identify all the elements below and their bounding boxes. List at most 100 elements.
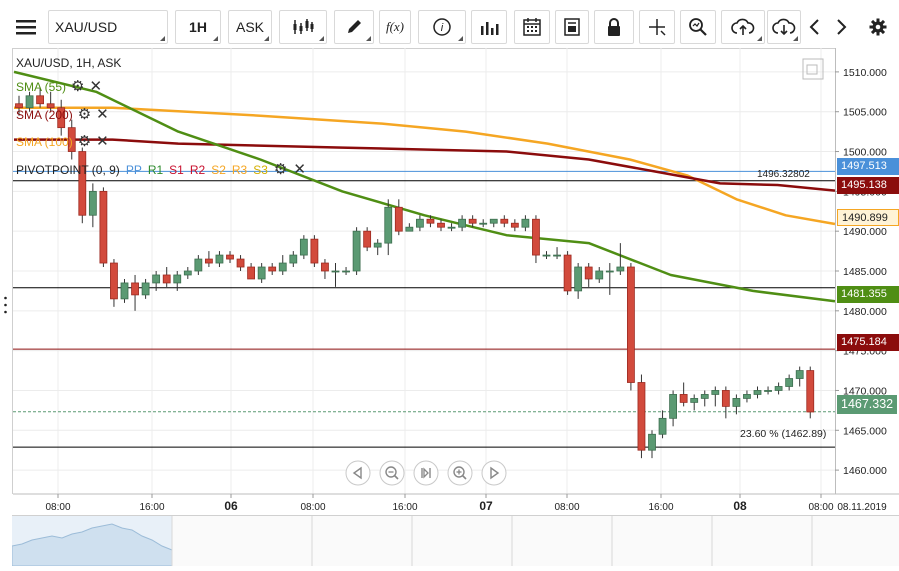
candle-body (553, 254, 561, 257)
crosshair-icon (649, 19, 666, 36)
symbol-label: XAU/USD (55, 19, 118, 35)
candle-body (500, 218, 509, 224)
x-tick-label: 08:00 (45, 502, 70, 513)
info-button[interactable]: i (418, 10, 466, 44)
scroll-left-button[interactable] (803, 10, 825, 44)
navigator-mini-chart (11, 516, 813, 567)
pan-left-icon[interactable] (345, 460, 371, 486)
candle-body (99, 190, 108, 264)
svg-text:i: i (441, 22, 444, 34)
hamburger-menu-icon[interactable] (10, 10, 42, 44)
candle-body (648, 433, 656, 451)
candle-body (510, 222, 519, 228)
pivot-pp-label: PP (125, 163, 142, 177)
gear-icon (869, 18, 887, 36)
pivot-value-annotation: 1496.32802 (757, 169, 810, 180)
candle-body (226, 254, 234, 260)
function-button[interactable]: f(x) (379, 10, 411, 44)
pivot-r3-label: R3 (231, 163, 248, 177)
gear-icon[interactable]: ⚙ (71, 78, 85, 95)
close-icon[interactable]: ✕ (89, 78, 103, 95)
legend-sma55[interactable]: SMA (55) ⚙ ✕ (16, 78, 103, 95)
candle-body (690, 398, 699, 403)
candle-body (447, 226, 456, 229)
candle-body (141, 282, 150, 296)
panel-resize-handle[interactable] (3, 294, 8, 318)
candle-body (384, 206, 393, 244)
candle-body (574, 266, 583, 292)
pan-right-icon[interactable] (481, 460, 507, 486)
zoom-out-icon[interactable] (379, 460, 405, 486)
zoom-button[interactable] (680, 10, 716, 44)
legend-pivotpoint[interactable]: PIVOTPOINT (0, 9) PP R1 S1 R2 S2 R3 S3 ⚙… (16, 161, 306, 178)
candle-body (721, 390, 730, 407)
pencil-icon (348, 20, 361, 33)
reset-view-icon[interactable] (413, 460, 439, 486)
candle-body (278, 262, 287, 272)
x-tick-label: 08:00 (554, 502, 579, 513)
price-type-label: ASK (235, 19, 264, 35)
close-icon[interactable]: ✕ (96, 133, 109, 150)
indicators-button[interactable] (471, 10, 507, 44)
y-tick-label: 1480.000 (843, 306, 887, 318)
draw-tool-button[interactable] (334, 10, 374, 44)
series-label: XAU/USD, 1H, ASK (16, 56, 122, 70)
candle-body (732, 398, 741, 407)
legend-sma200[interactable]: SMA (200) ⚙ ✕ (16, 106, 109, 123)
candle-body (373, 242, 382, 248)
legend-series[interactable]: XAU/USD, 1H, ASK (16, 56, 121, 70)
x-tick-label: 16:00 (648, 502, 673, 513)
crosshair-button[interactable] (639, 10, 675, 44)
navigator-panel[interactable] (11, 515, 899, 567)
x-tick-label: 08:00 (808, 502, 833, 513)
sma100-label: SMA (100) (16, 135, 73, 149)
pivot-label: PIVOTPOINT (0, 9) (16, 163, 120, 177)
candle-body (542, 254, 551, 257)
legend-sma100[interactable]: SMA (100) ⚙ ✕ (16, 133, 109, 150)
y-tick-label: 1460.000 (843, 465, 887, 477)
symbol-selector[interactable]: XAU/USD (48, 10, 168, 44)
scroll-right-button[interactable] (831, 10, 853, 44)
price-label-sma200: 1495.138 (837, 177, 899, 194)
candle-body (321, 262, 329, 272)
gear-icon[interactable]: ⚙ (273, 161, 288, 178)
candle-body (700, 394, 709, 399)
close-icon[interactable]: ✕ (293, 161, 306, 178)
candle-body (15, 103, 23, 109)
chart-type-button[interactable] (279, 10, 327, 44)
x-date-label: 08.11.2019 (837, 502, 887, 513)
info-icon: i (433, 18, 451, 36)
maximize-icon[interactable] (802, 58, 824, 80)
candle-body (532, 218, 540, 256)
candle-body (584, 266, 593, 280)
candle-body (110, 262, 118, 300)
candle-body (806, 370, 815, 413)
x-tick-label: 07 (479, 499, 493, 513)
price-type-selector[interactable]: ASK (228, 10, 272, 44)
zoom-in-icon[interactable] (447, 460, 473, 486)
download-button[interactable] (767, 10, 801, 44)
candle-body (36, 95, 44, 105)
timeframe-label: 1H (189, 19, 207, 35)
candle-body (785, 378, 794, 387)
upload-button[interactable] (721, 10, 765, 44)
settings-button[interactable] (866, 10, 890, 44)
chart-area[interactable] (12, 48, 835, 494)
candle-body (120, 282, 129, 300)
candle-body (194, 258, 203, 272)
candle-body (437, 222, 445, 228)
calendar-button[interactable] (514, 10, 550, 44)
gear-icon[interactable]: ⚙ (77, 133, 92, 150)
lock-button[interactable] (594, 10, 634, 44)
candle-body (236, 258, 245, 268)
templates-button[interactable] (555, 10, 589, 44)
candle-body (468, 218, 477, 224)
candle-body (658, 417, 667, 435)
fib-level-annotation: 23.60 % (1462.89) (740, 428, 826, 440)
pivot-r1-label: R1 (147, 163, 164, 177)
gear-icon[interactable]: ⚙ (77, 106, 92, 123)
candle-body (299, 238, 308, 256)
x-tick-label: 16:00 (139, 502, 164, 513)
close-icon[interactable]: ✕ (96, 106, 109, 123)
timeframe-selector[interactable]: 1H (175, 10, 221, 44)
